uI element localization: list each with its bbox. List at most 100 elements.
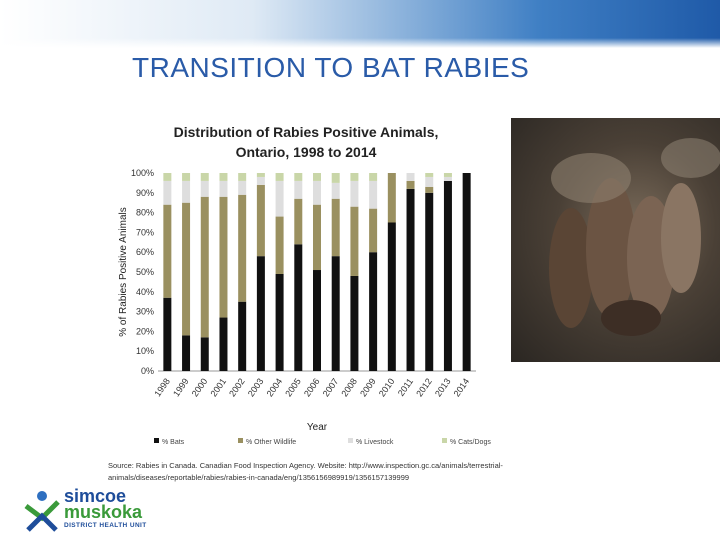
bar-segment <box>163 297 172 371</box>
bar-segment <box>425 173 434 177</box>
bar-segment <box>163 173 172 181</box>
bar-segment <box>313 173 321 181</box>
stacked-bar-chart: Distribution of Rabies Positive Animals,… <box>118 124 491 446</box>
slide-title: TRANSITION TO BAT RABIES <box>132 52 530 83</box>
legend-swatch <box>348 438 353 443</box>
bar-segment <box>425 176 434 187</box>
rock-shape <box>661 138 720 178</box>
bar-segment <box>313 270 321 371</box>
bar-segment <box>369 208 378 253</box>
legend-label: % Livestock <box>356 439 394 446</box>
bar-segment <box>163 204 172 298</box>
logo-line3: DISTRICT HEALTH UNIT <box>64 522 147 529</box>
bats-photo <box>511 118 720 362</box>
bar-segment <box>200 173 209 181</box>
rock-shape <box>551 153 631 203</box>
logo-icon <box>24 491 60 532</box>
y-tick-label: 40% <box>136 287 154 297</box>
x-tick-label: 2014 <box>452 376 472 398</box>
x-axis-label: Year <box>307 422 328 433</box>
y-tick-label: 0% <box>141 366 154 376</box>
x-tick-label: 2010 <box>377 376 397 398</box>
legend-swatch <box>154 438 159 443</box>
x-tick-label: 2007 <box>321 376 341 398</box>
x-tick-label: 2008 <box>339 376 359 398</box>
bar-segment <box>406 173 415 181</box>
bar-segment <box>294 173 303 181</box>
legend-swatch <box>238 438 243 443</box>
y-tick-label: 20% <box>136 326 154 336</box>
bar-segment <box>406 180 415 189</box>
chart-subtitle: Ontario, 1998 to 2014 <box>236 144 377 160</box>
logo-line1: simcoe <box>64 486 127 506</box>
bar-segment <box>425 192 434 371</box>
bar-segment <box>163 180 172 205</box>
legend-label: % Bats <box>162 439 185 446</box>
bar-segment <box>182 335 191 371</box>
simcoe-muskoka-logo: simcoe muskoka DISTRICT HEALTH UNIT <box>22 486 182 536</box>
bar-segment <box>350 206 359 276</box>
x-tick-label: 2002 <box>227 376 247 398</box>
bar-segment <box>275 180 284 217</box>
bar-segment <box>275 216 284 274</box>
bar-segment <box>462 173 471 371</box>
x-tick-label: 1999 <box>171 376 191 398</box>
x-tick-label: 2001 <box>208 376 228 398</box>
bat-shape <box>601 300 661 336</box>
logo-leg <box>26 512 58 532</box>
bar-segment <box>443 180 452 371</box>
x-tick-label: 2006 <box>302 376 322 398</box>
bar-segment <box>313 180 321 205</box>
bar-segment <box>331 182 340 199</box>
bar-segment <box>294 180 303 199</box>
x-tick-label: 2000 <box>190 376 210 398</box>
y-tick-label: 100% <box>131 168 154 178</box>
bar-segment <box>238 301 247 371</box>
bar-segment <box>425 186 434 193</box>
bar-segment <box>369 173 378 181</box>
bar-segment <box>238 173 247 181</box>
bar-segment <box>294 198 303 245</box>
bar-segment <box>256 256 265 371</box>
bat-cluster-image <box>549 138 720 336</box>
bar-segment <box>200 180 209 197</box>
bar-segment <box>406 188 415 371</box>
chart-title: Distribution of Rabies Positive Animals, <box>174 124 439 140</box>
bar-segment <box>219 196 228 318</box>
bat-shape <box>586 178 636 318</box>
bar-segment <box>256 173 265 177</box>
y-tick-label: 50% <box>136 267 154 277</box>
bar-segment <box>369 180 378 209</box>
bar-segment <box>200 337 209 371</box>
logo-head <box>37 491 47 501</box>
source-citation: Source: Rabies in Canada. Canadian Food … <box>108 461 503 482</box>
bar-segment <box>256 184 265 257</box>
bar-segment <box>313 204 321 271</box>
bar-segment <box>238 194 247 302</box>
bar-segment <box>182 180 191 203</box>
bar-segment <box>275 173 284 181</box>
x-tick-label: 2005 <box>283 376 303 398</box>
y-tick-label: 90% <box>136 188 154 198</box>
y-tick-label: 30% <box>136 307 154 317</box>
y-axis-label: % of Rabies Positive Animals <box>118 207 129 337</box>
bat-shape <box>661 183 701 293</box>
bar-segment <box>219 317 228 371</box>
header-band <box>0 0 720 48</box>
bar-segment <box>182 202 191 336</box>
bar-segment <box>387 222 396 371</box>
bar-segment <box>369 252 378 371</box>
bar-segment <box>387 173 396 223</box>
bar-segment <box>331 173 340 183</box>
x-tick-label: 2013 <box>433 376 453 398</box>
bar-segment <box>350 275 359 371</box>
y-tick-label: 10% <box>136 346 154 356</box>
bar-segment <box>443 173 452 177</box>
x-tick-label: 2004 <box>265 376 285 398</box>
bat-shape <box>549 208 593 328</box>
bar-segment <box>350 180 359 207</box>
bar-segment <box>256 176 265 185</box>
legend-swatch <box>442 438 447 443</box>
bar-segment <box>200 196 209 338</box>
chart-container: Distribution of Rabies Positive Animals,… <box>104 118 508 456</box>
